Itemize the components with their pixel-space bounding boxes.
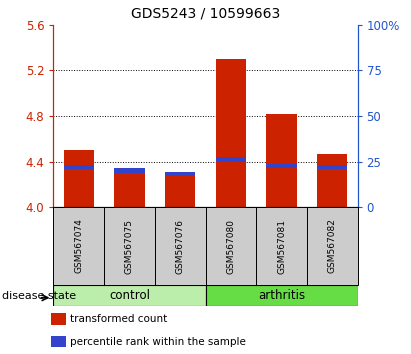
Bar — [266, 164, 297, 169]
Bar — [317, 165, 347, 170]
Text: GSM567081: GSM567081 — [277, 218, 286, 274]
Bar — [206, 285, 358, 306]
Bar — [155, 207, 206, 285]
Bar — [51, 313, 65, 325]
Bar — [51, 336, 65, 347]
Bar — [53, 207, 104, 285]
Title: GDS5243 / 10599663: GDS5243 / 10599663 — [131, 7, 280, 21]
Bar — [216, 157, 246, 161]
Bar — [165, 176, 195, 207]
Bar — [53, 285, 206, 306]
Text: GSM567080: GSM567080 — [226, 218, 236, 274]
Text: control: control — [109, 289, 150, 302]
Text: percentile rank within the sample: percentile rank within the sample — [70, 337, 246, 347]
Text: GSM567076: GSM567076 — [175, 218, 185, 274]
Bar — [64, 165, 94, 170]
Bar — [266, 114, 297, 207]
Bar — [104, 207, 155, 285]
Bar — [256, 207, 307, 285]
Text: GSM567075: GSM567075 — [125, 218, 134, 274]
Text: disease state: disease state — [2, 291, 76, 301]
Bar — [307, 207, 358, 285]
Bar — [317, 154, 347, 207]
Bar — [165, 172, 195, 176]
Bar — [216, 59, 246, 207]
Text: transformed count: transformed count — [70, 314, 167, 324]
Bar — [64, 150, 94, 207]
Text: GSM567074: GSM567074 — [74, 218, 83, 274]
Text: arthritis: arthritis — [258, 289, 305, 302]
Text: GSM567082: GSM567082 — [328, 218, 337, 274]
Bar — [114, 170, 145, 207]
Bar — [114, 169, 145, 173]
Bar — [206, 207, 256, 285]
